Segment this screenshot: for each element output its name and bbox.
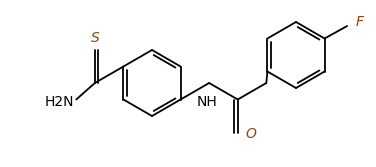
Text: F: F: [355, 15, 363, 29]
Text: S: S: [91, 31, 99, 45]
Text: NH: NH: [197, 95, 218, 109]
Text: O: O: [246, 127, 256, 141]
Text: H2N: H2N: [45, 95, 74, 109]
